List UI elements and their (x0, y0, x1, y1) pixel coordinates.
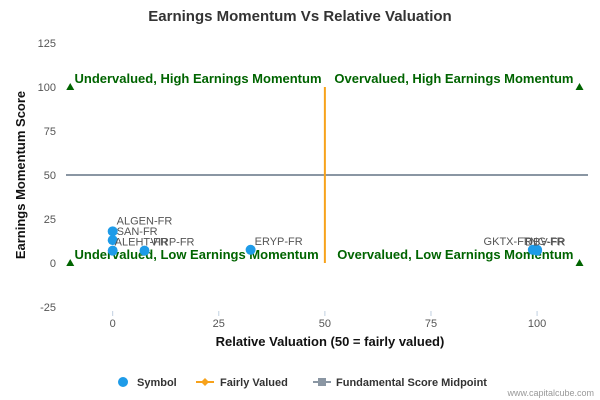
y-tick-label: -25 (40, 302, 56, 314)
y-tick-label: 50 (44, 170, 56, 182)
x-tick-label: 0 (110, 318, 116, 330)
data-point (139, 245, 150, 256)
data-point (107, 226, 118, 237)
y-tick-label: 25 (44, 214, 56, 226)
x-axis-title: Relative Valuation (50 = fairly valued) (216, 334, 445, 349)
corner-marker (66, 83, 75, 90)
legend-label: Symbol (137, 377, 177, 389)
corner-marker (66, 259, 75, 266)
point-label: ALGEN-FR (117, 215, 173, 227)
quadrant-labels: Undervalued, High Earnings Momentum Overv… (74, 71, 573, 262)
x-tick-label: 50 (319, 318, 331, 330)
point-label: SAN-FR (117, 226, 158, 238)
data-point (107, 245, 118, 256)
legend-symbol-marker (118, 377, 128, 387)
corner-marker (575, 83, 584, 90)
data-point (245, 244, 256, 255)
data-points (107, 226, 543, 256)
x-tick-label: 25 (213, 318, 225, 330)
y-tick-label: 100 (38, 82, 56, 94)
y-axis-title: Earnings Momentum Score (13, 91, 28, 259)
x-tick-label: 75 (425, 318, 437, 330)
point-label: GKTX-FR (484, 236, 532, 248)
legend-label: Fairly Valued (220, 377, 288, 389)
y-tick-label: 125 (38, 38, 56, 50)
point-label: ALEHT-FR (115, 237, 168, 249)
quadrant-label: Undervalued, Low Earnings Momentum (74, 247, 318, 262)
legend-midpoint-marker (318, 378, 326, 386)
data-point (107, 235, 118, 246)
point-label: DBV-FR (525, 237, 565, 249)
x-tick-label: 100 (528, 318, 546, 330)
corner-markers (66, 83, 584, 266)
midline-layer (66, 87, 588, 263)
legend-fair-marker (201, 378, 209, 386)
y-tick-label: 75 (44, 126, 56, 138)
credit-text: www.capitalcube.com (506, 388, 594, 398)
data-point (532, 245, 543, 256)
quadrant-label: Overvalued, High Earnings Momentum (334, 71, 573, 86)
point-label: ERYP-FR (255, 236, 303, 248)
y-tick-label: 0 (50, 258, 56, 270)
point-label: VIRP-FR (151, 237, 195, 249)
chart-title: Earnings Momentum Vs Relative Valuation (148, 8, 451, 25)
ticks-layer: 0 25 50 75 100 -25 0 25 50 75 100 125 (38, 38, 547, 330)
legend: Symbol Fairly Valued Fundamental Score Mid… (118, 377, 487, 389)
point-label: TNG-FR (523, 236, 565, 248)
corner-marker (575, 259, 584, 266)
quadrant-label: Overvalued, Low Earnings Momentum (337, 247, 573, 262)
legend-label: Fundamental Score Midpoint (336, 377, 487, 389)
quadrant-label: Undervalued, High Earnings Momentum (74, 71, 321, 86)
